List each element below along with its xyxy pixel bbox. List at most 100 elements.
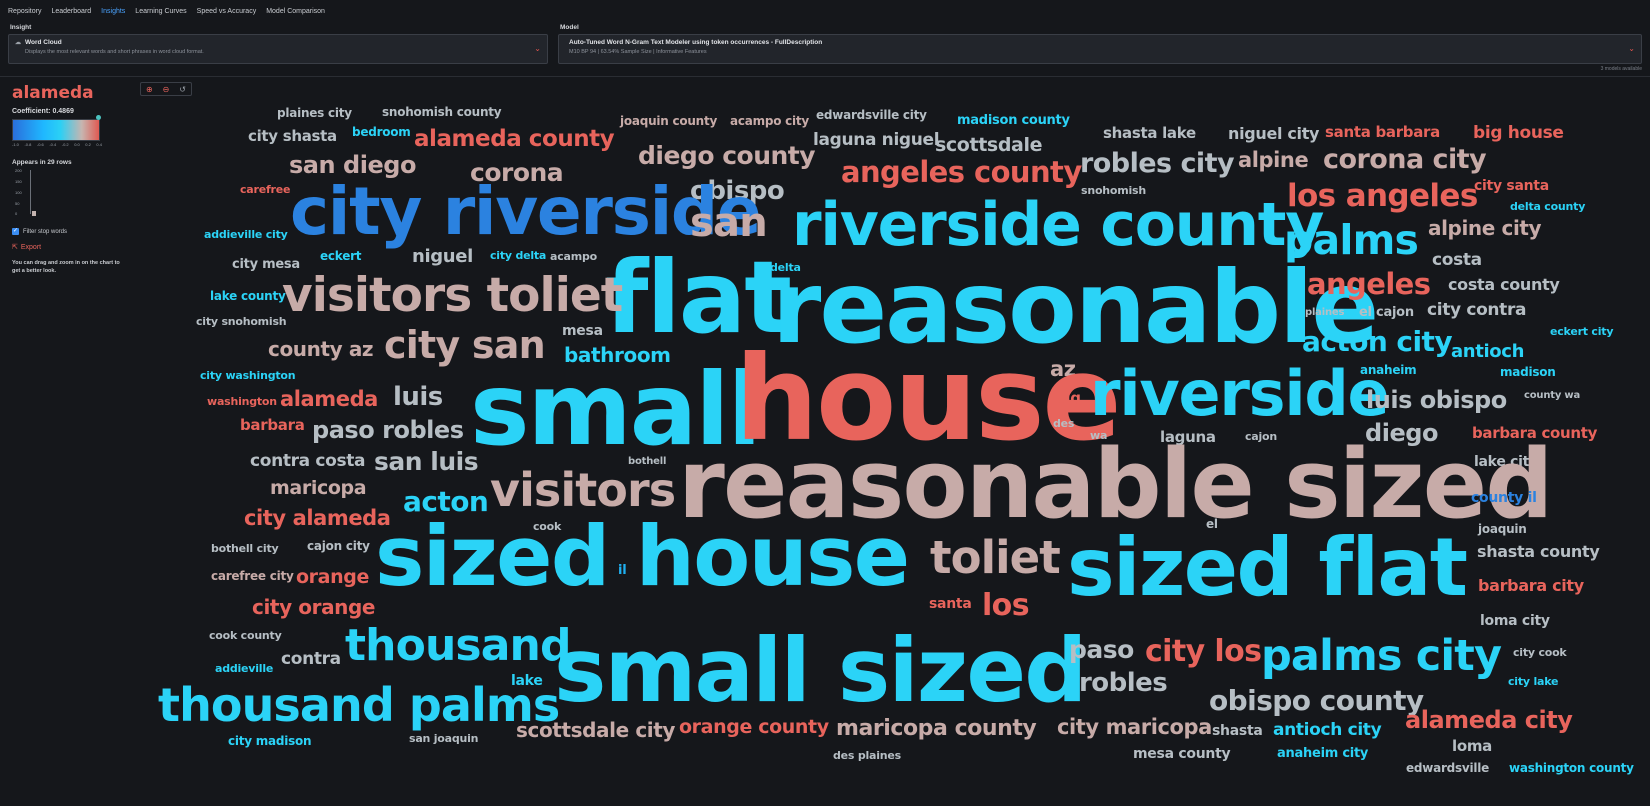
cloud-word[interactable]: madison [1500, 365, 1556, 379]
cloud-word[interactable]: visitors toliet [282, 268, 623, 323]
cloud-word[interactable]: san diego [289, 151, 416, 179]
cloud-word[interactable]: palms [1284, 216, 1419, 264]
cloud-word[interactable]: big house [1473, 123, 1564, 143]
cloud-word[interactable]: orange [296, 566, 369, 588]
cloud-word[interactable]: flat [605, 239, 792, 356]
cloud-word[interactable]: bedroom [352, 125, 411, 139]
cloud-word[interactable]: orange county [679, 716, 829, 738]
cloud-word[interactable]: edwardsville city [816, 108, 927, 122]
cloud-word[interactable]: barbara county [1472, 424, 1598, 442]
tab-repository[interactable]: Repository [8, 7, 42, 15]
cloud-word[interactable]: county az [268, 337, 374, 361]
reset-zoom-icon[interactable]: ↺ [179, 84, 186, 94]
cloud-word[interactable]: washington [207, 395, 277, 408]
cloud-word[interactable]: diego [1365, 419, 1438, 447]
cloud-word[interactable]: anaheim [1360, 363, 1417, 377]
model-select[interactable]: Auto-Tuned Word N-Gram Text Modeler usin… [558, 34, 1642, 64]
tab-speed-vs-accuracy[interactable]: Speed vs Accuracy [196, 7, 257, 15]
cloud-word[interactable]: san joaquin [409, 732, 479, 745]
cloud-word[interactable]: anaheim city [1277, 746, 1369, 761]
cloud-word[interactable]: san luis [374, 447, 479, 476]
cloud-word[interactable]: cajon [1245, 430, 1278, 443]
cloud-word[interactable]: alpine city [1428, 216, 1542, 240]
insight-select[interactable]: ☁ Word Cloud Displays the most relevant w… [8, 34, 548, 64]
cloud-word[interactable]: snohomish [1081, 184, 1146, 197]
cloud-word[interactable]: plaines city [277, 106, 352, 120]
cloud-word[interactable]: laguna [1160, 428, 1216, 446]
cloud-word[interactable]: riverside county [792, 190, 1324, 260]
cloud-word[interactable]: angeles county [841, 155, 1082, 189]
cloud-word[interactable]: city santa [1474, 178, 1549, 194]
cloud-word[interactable]: laguna niguel [813, 130, 940, 150]
cloud-word[interactable]: cook [533, 520, 562, 533]
cloud-word[interactable]: madison county [957, 113, 1070, 128]
cloud-word[interactable]: city riverside [290, 173, 762, 250]
cloud-word[interactable]: carefree [240, 183, 291, 196]
cloud-word[interactable]: city snohomish [196, 315, 287, 328]
cloud-word[interactable]: maricopa county [836, 716, 1037, 741]
cloud-word[interactable]: lake county [210, 289, 286, 303]
cloud-word[interactable]: city maricopa [1057, 715, 1212, 739]
cloud-word[interactable]: contra costa [250, 451, 366, 471]
cloud-word[interactable]: des [1053, 417, 1075, 430]
cloud-word[interactable]: reasonable [772, 249, 1379, 366]
cloud-word[interactable]: thousand [345, 620, 571, 671]
cloud-word[interactable]: sized house [375, 508, 910, 605]
cloud-word[interactable]: delta [770, 261, 801, 274]
cloud-word[interactable]: city washington [200, 369, 296, 382]
cloud-word[interactable]: snohomish county [382, 105, 502, 119]
cloud-word[interactable]: toliet [930, 531, 1061, 584]
zoom-in-icon[interactable]: ⊕ [145, 84, 153, 94]
cloud-word[interactable]: paso robles [312, 416, 464, 444]
cloud-word[interactable]: plaines [1305, 307, 1345, 318]
cloud-word[interactable]: los [982, 588, 1030, 623]
cloud-word[interactable]: cook county [209, 629, 282, 642]
cloud-word[interactable]: corona city [1323, 144, 1487, 175]
cloud-word[interactable]: reasonable sized [678, 430, 1553, 540]
export-button[interactable]: ⇱ Export [12, 243, 122, 252]
cloud-word[interactable]: mesa [562, 323, 603, 339]
cloud-word[interactable]: scottsdale [935, 134, 1043, 156]
cloud-word[interactable]: cajon city [307, 539, 370, 553]
cloud-word[interactable]: az [1050, 357, 1076, 381]
cloud-word[interactable]: city mesa [232, 257, 300, 272]
cloud-word[interactable]: santa barbara [1325, 123, 1440, 141]
cloud-word[interactable]: sized flat [1067, 521, 1468, 614]
cloud-word[interactable]: paso [1069, 635, 1134, 664]
cloud-word[interactable]: bothell city [211, 542, 279, 555]
cloud-word[interactable]: bothell [628, 456, 667, 467]
filter-stop-words[interactable]: ✓ Filter stop words [12, 228, 122, 235]
cloud-word[interactable]: niguel [412, 246, 473, 267]
cloud-word[interactable]: city lake [1508, 675, 1559, 688]
cloud-word[interactable]: luis [393, 382, 443, 412]
cloud-word[interactable]: house [735, 330, 1122, 467]
cloud-word[interactable]: alameda [280, 387, 378, 411]
cloud-word[interactable]: santa [929, 596, 972, 612]
cloud-word[interactable]: joaquin [1478, 522, 1527, 536]
cloud-word[interactable]: obispo county [1209, 684, 1424, 717]
cloud-word[interactable]: wa [1090, 429, 1108, 442]
tab-insights[interactable]: Insights [101, 7, 126, 15]
tab-learning-curves[interactable]: Learning Curves [135, 7, 187, 15]
cloud-word[interactable]: thousand palms [158, 678, 560, 732]
cloud-word[interactable]: alameda city [1405, 706, 1573, 734]
cloud-word[interactable]: big [1055, 389, 1081, 407]
cloud-word[interactable]: small [470, 351, 762, 468]
cloud-word[interactable]: antioch city [1273, 720, 1382, 740]
cloud-word[interactable]: des plaines [833, 749, 901, 762]
cloud-word[interactable]: angeles [1307, 267, 1431, 301]
cloud-word[interactable]: city madison [228, 734, 312, 748]
cloud-word[interactable]: shasta county [1477, 542, 1600, 561]
cloud-word[interactable]: barbara city [1478, 576, 1584, 595]
cloud-word[interactable]: maricopa [270, 477, 367, 499]
cloud-word[interactable]: scottsdale city [516, 718, 676, 742]
cloud-word[interactable]: city los [1145, 634, 1262, 669]
cloud-word[interactable]: eckert [320, 249, 362, 263]
cloud-word[interactable]: contra [281, 649, 341, 669]
cloud-word[interactable]: il [618, 563, 627, 578]
cloud-word[interactable]: shasta lake [1103, 124, 1196, 142]
cloud-word[interactable]: barbara [240, 416, 305, 434]
cloud-word[interactable]: shasta [1212, 723, 1263, 739]
cloud-word[interactable]: city contra [1427, 300, 1527, 320]
cloud-word[interactable]: loma [1452, 737, 1492, 755]
